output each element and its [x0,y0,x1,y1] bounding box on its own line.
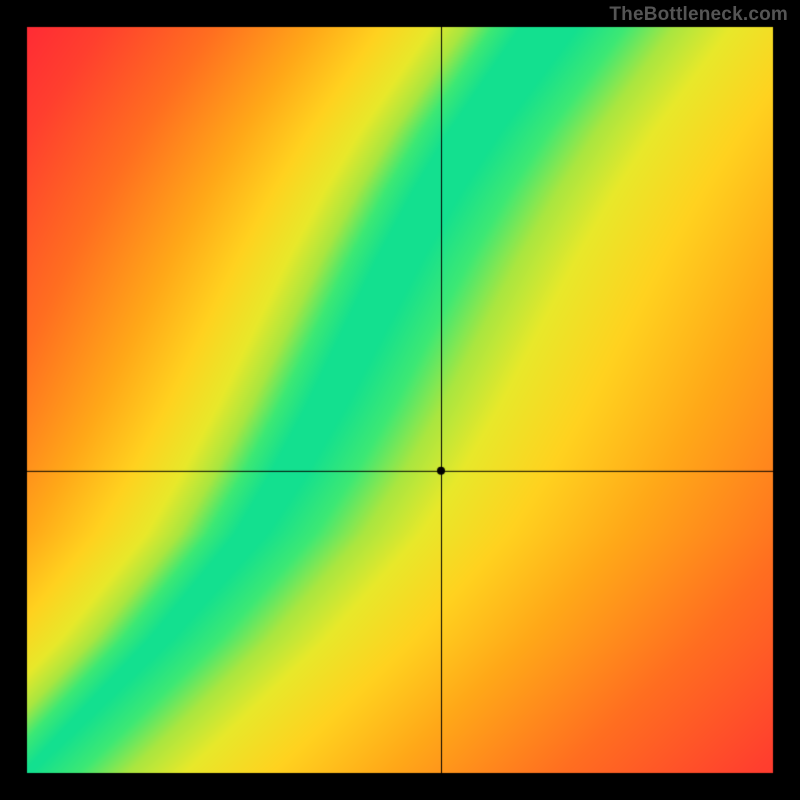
watermark-text: TheBottleneck.com [609,4,788,26]
bottleneck-heatmap-canvas [0,0,800,800]
